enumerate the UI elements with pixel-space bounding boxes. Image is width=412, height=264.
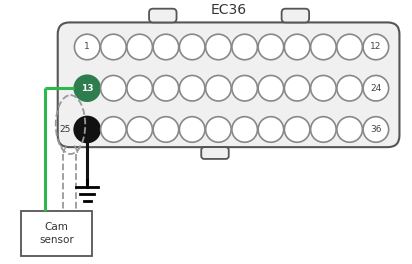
Circle shape [284,117,310,142]
Circle shape [337,117,363,142]
Circle shape [179,76,205,101]
Text: 36: 36 [370,125,382,134]
Text: EC36: EC36 [211,3,247,17]
Circle shape [206,34,231,60]
Text: Cam
sensor: Cam sensor [40,222,74,245]
Text: 1: 1 [84,43,90,51]
FancyBboxPatch shape [282,9,309,22]
FancyBboxPatch shape [201,147,229,159]
Text: 24: 24 [370,84,382,93]
Circle shape [311,34,336,60]
Circle shape [284,34,310,60]
Circle shape [101,34,126,60]
Circle shape [75,117,100,142]
Circle shape [101,76,126,101]
Circle shape [311,76,336,101]
Circle shape [75,34,100,60]
Circle shape [153,117,179,142]
Circle shape [311,117,336,142]
FancyBboxPatch shape [58,22,400,147]
Circle shape [179,117,205,142]
Circle shape [232,34,258,60]
Circle shape [363,76,389,101]
Circle shape [75,76,100,101]
Circle shape [153,76,179,101]
Circle shape [127,117,152,142]
Text: 25: 25 [59,125,70,134]
Circle shape [337,34,363,60]
Circle shape [258,117,284,142]
Circle shape [206,117,231,142]
FancyBboxPatch shape [149,9,176,22]
Circle shape [179,34,205,60]
Text: 13: 13 [81,84,94,93]
Circle shape [127,76,152,101]
Circle shape [127,34,152,60]
Circle shape [232,76,258,101]
Circle shape [258,76,284,101]
Circle shape [258,34,284,60]
Circle shape [363,34,389,60]
Circle shape [153,34,179,60]
FancyBboxPatch shape [21,211,92,256]
Circle shape [206,76,231,101]
Circle shape [284,76,310,101]
Circle shape [101,117,126,142]
Text: 12: 12 [370,43,382,51]
Circle shape [363,117,389,142]
Circle shape [337,76,363,101]
Circle shape [232,117,258,142]
